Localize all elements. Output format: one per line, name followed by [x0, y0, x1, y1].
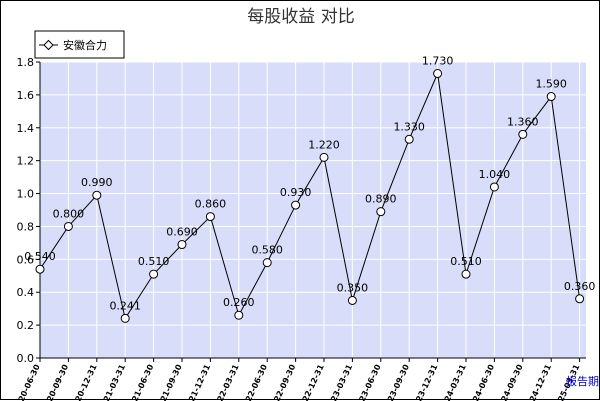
- data-label: 0.990: [81, 176, 113, 189]
- data-label: 0.580: [251, 244, 283, 257]
- y-tick-label: 1.8: [17, 56, 35, 69]
- data-label: 0.540: [24, 250, 56, 263]
- data-label: 0.241: [109, 299, 141, 312]
- x-tick-label: 2020-09-30: [40, 363, 70, 401]
- data-label: 1.730: [422, 55, 454, 68]
- data-point: [461, 269, 471, 279]
- data-label: 0.260: [223, 296, 255, 309]
- data-point: [291, 200, 301, 210]
- data-point: [518, 129, 528, 139]
- data-point: [404, 134, 414, 144]
- data-label: 1.330: [393, 120, 425, 133]
- grid-lines: [39, 61, 586, 359]
- data-label: 0.510: [450, 255, 482, 268]
- y-tick-label: 0.0: [17, 352, 35, 365]
- y-tick-label: 1.4: [17, 122, 35, 135]
- data-point: [63, 221, 73, 231]
- data-point: [347, 295, 357, 305]
- x-tick-label: 2020-12-31: [69, 363, 99, 401]
- y-axis-ticks: 0.0 0.2 0.4 0.6 0.8 1.0 1.2 1.4 1.6 1.8: [17, 56, 40, 365]
- y-tick-label: 0.6: [17, 253, 35, 266]
- data-label: 1.040: [479, 168, 511, 181]
- data-label: 0.360: [564, 280, 596, 293]
- data-point: [546, 92, 556, 102]
- axes: [39, 62, 586, 359]
- x-tick-label: 2024-06-30: [466, 363, 496, 401]
- x-tick-label: 2023-06-30: [353, 363, 383, 401]
- x-tick-label: 2022-09-30: [268, 363, 298, 401]
- data-point: [92, 190, 102, 200]
- data-label: 1.220: [308, 138, 340, 151]
- data-point: [575, 294, 585, 304]
- data-label: 0.930: [280, 186, 312, 199]
- x-tick-label: 2021-03-31: [97, 363, 127, 401]
- data-label: 1.360: [507, 115, 539, 128]
- x-tick-label: 2024-03-31: [438, 363, 468, 401]
- x-tick-label: 2021-12-31: [182, 363, 212, 401]
- legend-series-name: 安徽合力: [63, 38, 107, 52]
- data-point: [319, 152, 329, 162]
- x-tick-label: 2022-06-30: [239, 363, 269, 401]
- plot-area: [40, 62, 586, 358]
- y-tick-label: 0.2: [17, 319, 35, 332]
- data-label: 0.350: [337, 281, 369, 294]
- data-point: [149, 269, 159, 279]
- data-point: [205, 212, 215, 222]
- data-point: [433, 69, 443, 79]
- data-point: [177, 240, 187, 250]
- y-tick-label: 0.4: [17, 286, 35, 299]
- x-tick-label: 2022-03-31: [211, 363, 241, 401]
- x-tick-label: 2023-09-30: [381, 363, 411, 401]
- x-tick-label: 2021-09-30: [154, 363, 184, 401]
- y-tick-label: 1.6: [17, 89, 35, 102]
- data-label: 0.690: [166, 226, 198, 239]
- data-point: [234, 310, 244, 320]
- data-label: 0.890: [365, 193, 397, 206]
- y-tick-label: 1.2: [17, 155, 35, 168]
- data-point: [376, 207, 386, 217]
- data-label: 0.800: [53, 207, 85, 220]
- y-tick-label: 1.0: [17, 188, 35, 201]
- data-label: 0.510: [138, 255, 170, 268]
- x-tick-label: 2024-12-31: [523, 363, 553, 401]
- data-label: 0.860: [195, 198, 227, 211]
- y-tick-label: 0.8: [17, 220, 35, 233]
- series-group: 0.540 0.800 0.990 0.241 0.510 0.690 0.860 0.260…: [24, 55, 595, 323]
- data-point: [489, 182, 499, 192]
- x-tick-label: 2021-06-30: [126, 363, 156, 401]
- legend-diamond-icon: [43, 39, 54, 51]
- data-point: [120, 313, 130, 323]
- x-axis-ticks: 2020-06-302020-09-302020-12-312021-03-31…: [12, 358, 582, 401]
- data-point: [262, 258, 272, 268]
- x-tick-label: 2023-12-31: [410, 363, 440, 401]
- x-tick-label: 2023-03-31: [324, 363, 354, 401]
- x-axis-title: 报告期: [566, 374, 599, 388]
- data-point: [35, 264, 45, 274]
- legend: 安徽合力: [34, 30, 125, 59]
- chart-title: 每股收益 对比: [247, 7, 354, 27]
- x-tick-label: 2022-12-31: [296, 363, 326, 401]
- x-tick-label: 2020-06-30: [12, 363, 42, 401]
- data-label: 1.590: [535, 78, 567, 91]
- x-tick-label: 2024-09-30: [495, 363, 525, 401]
- series-line: [39, 71, 581, 320]
